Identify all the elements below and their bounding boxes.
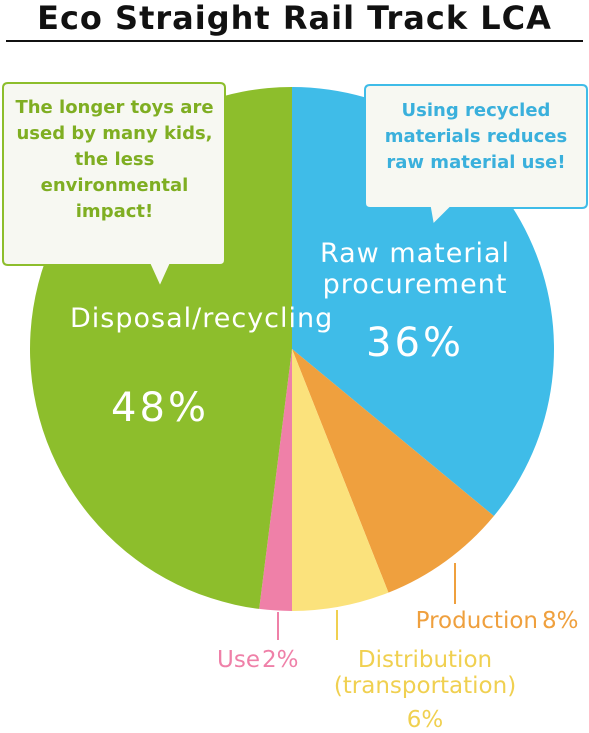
pie-slice xyxy=(292,349,389,611)
slice-label: Use xyxy=(217,647,260,673)
value-label: 36% xyxy=(366,320,464,366)
callout xyxy=(2,82,226,290)
annotation: Using recycled materials reduces raw mat… xyxy=(384,100,568,174)
slice-label: Production xyxy=(415,608,538,634)
chart-title: Eco Straight Rail Track LCA xyxy=(37,0,552,37)
slice-label: Disposal/recycling xyxy=(70,303,334,334)
slice-label: Raw material procurement xyxy=(319,238,511,301)
value-label: 2% xyxy=(262,647,299,673)
value-label: 6% xyxy=(406,707,444,733)
pie-slice xyxy=(259,349,292,611)
slice-label: Distribution (transportation) xyxy=(333,647,517,700)
annotation: The longer toys are used by many kids, t… xyxy=(15,97,214,223)
value-label: 48% xyxy=(111,385,209,431)
pie-slice xyxy=(292,349,494,593)
value-label: 8% xyxy=(542,608,579,634)
callout xyxy=(364,84,588,228)
